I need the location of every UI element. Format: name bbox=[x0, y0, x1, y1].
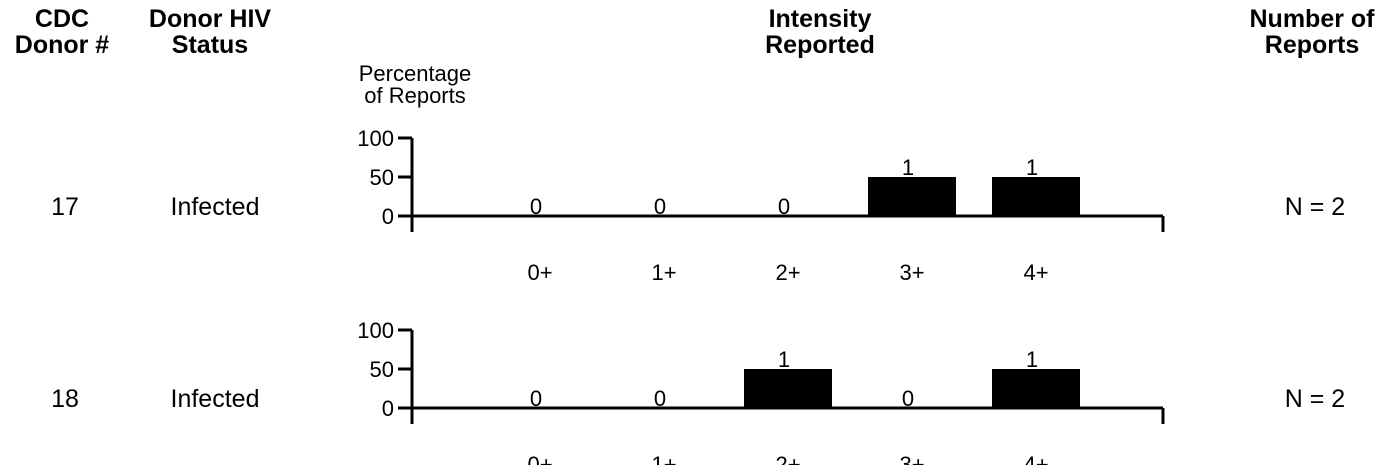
header-status-line1: Donor HIV bbox=[148, 5, 272, 33]
chart1-x-tick-label: 4+ bbox=[1023, 260, 1048, 285]
chart1-bar-count-label: 1 bbox=[902, 155, 914, 180]
y-axis-label-line2: of Reports bbox=[364, 83, 466, 108]
chart2-bar-count-label: 1 bbox=[1026, 347, 1038, 372]
chart1-y-tick-label: 50 bbox=[370, 165, 394, 190]
chart1-x-tick-label: 2+ bbox=[775, 260, 800, 285]
chart1-bar bbox=[992, 177, 1080, 216]
chart2-y-tick-label: 50 bbox=[370, 357, 394, 382]
chart1-bar-count-label: 0 bbox=[654, 194, 666, 219]
chart1-bar-count-label: 1 bbox=[1026, 155, 1038, 180]
chart2-x-tick-label: 4+ bbox=[1023, 452, 1048, 465]
header-reports: Number of Reports bbox=[1237, 6, 1387, 58]
chart1-x-tick-label: 1+ bbox=[651, 260, 676, 285]
chart1-bar-count-label: 0 bbox=[530, 194, 542, 219]
chart2-bar-count-label: 0 bbox=[654, 386, 666, 411]
report-count-row2: N = 2 bbox=[1284, 385, 1346, 413]
chart1-x-tick-label: 0+ bbox=[527, 260, 552, 285]
header-status-line2: Status bbox=[171, 31, 249, 59]
y-axis-label: Percentage of Reports bbox=[340, 63, 490, 107]
chart2-x-tick-label: 1+ bbox=[651, 452, 676, 465]
header-intensity-line1: Intensity bbox=[768, 5, 872, 33]
chart1-y-tick-label: 0 bbox=[382, 204, 394, 229]
header-status: Donor HIV Status bbox=[130, 6, 290, 58]
report-count-row1: N = 2 bbox=[1284, 193, 1346, 221]
header-donor: CDC Donor # bbox=[0, 6, 124, 58]
chart2-x-tick-label: 0+ bbox=[527, 452, 552, 465]
chart2-x-tick-label: 2+ bbox=[775, 452, 800, 465]
hiv-status-row1: Infected bbox=[170, 193, 260, 221]
hiv-status-row2: Infected bbox=[170, 385, 260, 413]
chart2-bar-count-label: 0 bbox=[902, 386, 914, 411]
header-donor-line1: CDC bbox=[34, 5, 90, 33]
chart1-bar-count-label: 0 bbox=[778, 194, 790, 219]
chart2-y-tick-label: 0 bbox=[382, 396, 394, 421]
header-reports-line1: Number of bbox=[1249, 5, 1375, 33]
chart2-y-tick-label: 100 bbox=[357, 318, 394, 343]
chart2-bar-count-label: 0 bbox=[530, 386, 542, 411]
header-reports-line2: Reports bbox=[1264, 31, 1360, 59]
chart1-x-tick-label: 3+ bbox=[899, 260, 924, 285]
donor-number-row1: 17 bbox=[51, 193, 79, 221]
header-intensity-line2: Reported bbox=[765, 31, 875, 59]
header-donor-line2: Donor # bbox=[14, 31, 110, 59]
chart2-bar-count-label: 1 bbox=[778, 347, 790, 372]
chart1-bar bbox=[868, 177, 956, 216]
chart2-x-tick-label: 3+ bbox=[899, 452, 924, 465]
donor-number-row2: 18 bbox=[51, 385, 79, 413]
header-intensity: Intensity Reported bbox=[720, 6, 920, 58]
chart2-bar bbox=[992, 369, 1080, 408]
chart2-bar bbox=[744, 369, 832, 408]
chart1-y-tick-label: 100 bbox=[357, 126, 394, 151]
y-axis-label-line1: Percentage bbox=[358, 61, 472, 86]
